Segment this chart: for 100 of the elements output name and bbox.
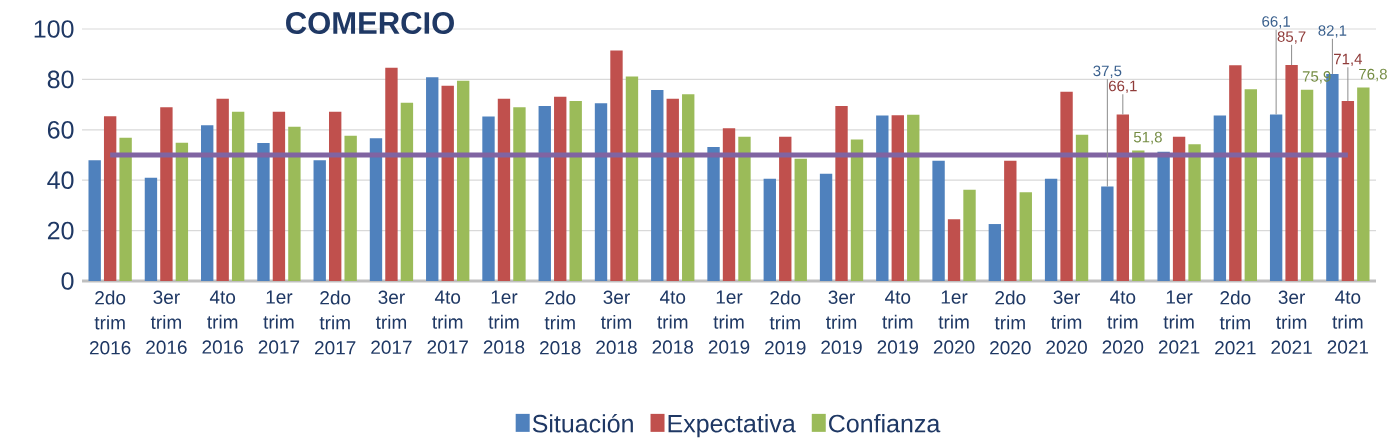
- bar: [103, 116, 117, 281]
- y-tick-label: 20: [47, 221, 74, 240]
- x-tick-label: 4to trim 2020: [1102, 290, 1144, 354]
- bar: [1044, 178, 1058, 281]
- x-tick-label: 2do trim 2021: [1215, 290, 1256, 355]
- bar: [1300, 89, 1314, 281]
- x-tick-label: 4to trim 2021: [1327, 290, 1369, 354]
- bar: [594, 103, 608, 281]
- bar: [201, 125, 214, 281]
- bar: [385, 67, 398, 281]
- bar: [144, 177, 158, 281]
- bar: [329, 111, 342, 281]
- bar: [907, 114, 920, 281]
- bar: [231, 111, 245, 281]
- bar: [819, 173, 833, 281]
- bar: [1075, 134, 1089, 281]
- bar: [835, 106, 848, 281]
- x-tick-label: 2do trim 2018: [540, 290, 581, 355]
- data-label: 71,4: [1334, 53, 1363, 67]
- legend-label: Confianza: [829, 414, 941, 433]
- bar: [1060, 91, 1073, 281]
- bar: [1116, 114, 1130, 281]
- bar: [1357, 87, 1370, 281]
- bar: [1188, 144, 1201, 281]
- bar: [497, 98, 511, 281]
- x-tick-label: 1er trim 2021: [1158, 290, 1200, 354]
- x-tick-label: 3er trim 2016: [146, 290, 187, 354]
- bar: [876, 115, 889, 281]
- bar: [1004, 160, 1017, 281]
- x-tick-label: 2do trim 2019: [765, 290, 806, 355]
- bar: [1132, 150, 1145, 281]
- bar: [344, 135, 357, 281]
- bar: [513, 107, 526, 281]
- y-tick-label: 100: [34, 20, 74, 38]
- bar: [313, 160, 326, 281]
- bar: [175, 142, 189, 281]
- bar: [651, 89, 664, 281]
- bar: [88, 160, 101, 281]
- bar: [569, 101, 582, 281]
- x-tick-label: 4to trim 2016: [202, 290, 243, 354]
- data-label: 37,5: [1093, 65, 1122, 78]
- x-tick-label: 3er trim 2019: [821, 290, 862, 354]
- y-tick-label: 40: [47, 171, 74, 190]
- bar: [216, 98, 229, 281]
- bar: [779, 136, 792, 281]
- bar: [1172, 136, 1186, 281]
- data-label: 85,7: [1277, 31, 1306, 44]
- bar: [794, 158, 807, 281]
- bar: [610, 50, 623, 281]
- x-tick-label: 4to trim 2018: [652, 290, 694, 354]
- legend-label: Situación: [532, 413, 633, 433]
- bar: [963, 189, 976, 281]
- x-tick-label: 2do trim 2017: [315, 290, 356, 355]
- x-tick-label: 1er trim 2017: [258, 290, 300, 354]
- bar: [272, 111, 286, 281]
- bar: [538, 106, 551, 281]
- x-tick-label: 3er trim 2018: [596, 290, 637, 354]
- bar: [369, 138, 383, 281]
- bar: [932, 160, 945, 281]
- x-tick-label: 1er trim 2020: [933, 290, 975, 354]
- x-tick-label: 4to trim 2017: [427, 290, 468, 354]
- bar: [288, 126, 301, 281]
- y-tick-label: 80: [47, 70, 74, 89]
- data-label: 76,8: [1359, 68, 1387, 82]
- chart-title: COMERCIO: [286, 12, 454, 34]
- x-tick-label: 4to trim 2019: [877, 290, 919, 354]
- bar: [722, 128, 736, 281]
- bar: [988, 224, 1002, 281]
- bar: [482, 116, 495, 281]
- bar: [257, 142, 270, 281]
- bar: [666, 98, 679, 281]
- bar: [119, 137, 132, 281]
- bar: [682, 94, 695, 281]
- bar: [554, 96, 567, 281]
- bar: [160, 107, 173, 281]
- data-label: 66,1: [1109, 80, 1137, 94]
- data-label: 66,1: [1262, 16, 1290, 29]
- bar: [456, 80, 470, 281]
- bar: [441, 85, 454, 281]
- bar: [1244, 89, 1258, 281]
- bar: [947, 219, 961, 281]
- y-tick-label: 60: [47, 120, 74, 139]
- bar: [1229, 65, 1242, 281]
- x-tick-label: 3er trim 2021: [1271, 290, 1312, 354]
- data-label: 51,8: [1133, 131, 1162, 145]
- bar: [1341, 101, 1355, 281]
- legend-label: Expectativa: [668, 414, 796, 438]
- data-label: 82,1: [1318, 25, 1347, 38]
- bar: [763, 178, 776, 281]
- bar: [1285, 65, 1298, 281]
- bar: [707, 146, 720, 281]
- x-tick-label: 2do trim 2020: [990, 290, 1031, 355]
- bar: [738, 136, 751, 281]
- bar: [1213, 115, 1227, 281]
- x-tick-label: 1er trim 2018: [483, 290, 525, 354]
- bar: [426, 77, 439, 281]
- bar: [1019, 192, 1032, 281]
- x-tick-label: 3er trim 2020: [1046, 290, 1087, 354]
- bar: [850, 139, 864, 281]
- bar: [891, 115, 904, 281]
